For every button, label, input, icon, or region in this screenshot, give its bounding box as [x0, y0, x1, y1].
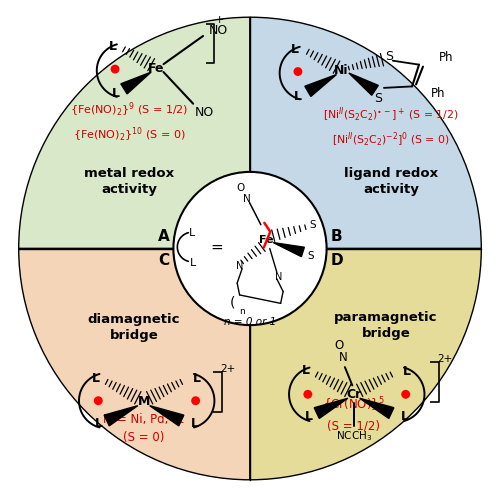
- Text: Ph: Ph: [439, 51, 454, 64]
- Text: S: S: [374, 92, 382, 105]
- Text: N: N: [276, 272, 283, 282]
- Wedge shape: [18, 17, 250, 248]
- Text: D: D: [330, 253, 343, 268]
- Polygon shape: [150, 406, 184, 426]
- Text: C: C: [158, 253, 169, 268]
- Text: A: A: [158, 229, 170, 244]
- Text: Fe: Fe: [258, 235, 273, 245]
- Text: S: S: [385, 50, 393, 63]
- Text: (: (: [230, 296, 235, 310]
- Text: =: =: [210, 240, 223, 254]
- Text: NCCH$_3$: NCCH$_3$: [336, 429, 372, 443]
- Circle shape: [294, 67, 302, 76]
- Text: NO: NO: [208, 23, 228, 37]
- Polygon shape: [121, 72, 151, 94]
- Text: NO: NO: [194, 106, 214, 119]
- Polygon shape: [273, 243, 304, 256]
- Circle shape: [185, 244, 192, 250]
- Text: L: L: [190, 258, 196, 268]
- Text: ligand redox
activity: ligand redox activity: [344, 167, 438, 196]
- Wedge shape: [18, 248, 250, 480]
- Text: {Fe(NO)$_2$}$^9$ (S = 1/2)
{Fe(NO)$_2$}$^{10}$ (S = 0): {Fe(NO)$_2$}$^9$ (S = 1/2) {Fe(NO)$_2$}$…: [70, 101, 188, 144]
- Text: L: L: [112, 87, 120, 100]
- Text: paramagnetic
bridge: paramagnetic bridge: [334, 311, 438, 339]
- Circle shape: [304, 390, 312, 399]
- Text: 2+: 2+: [438, 354, 453, 364]
- Text: Ni: Ni: [334, 64, 348, 77]
- Text: L: L: [403, 365, 411, 378]
- Text: [Ni$^{II}$(S$_2$C$_2$)$^{\bullet -}$]$^+$ (S = 1/2)
[Ni$^{II}$(S$_2$C$_2$)$^{-2}: [Ni$^{II}$(S$_2$C$_2$)$^{\bullet -}$]$^+…: [323, 106, 458, 149]
- Text: L: L: [291, 43, 299, 56]
- Polygon shape: [314, 398, 348, 418]
- Text: L: L: [188, 228, 195, 238]
- Text: L: L: [294, 90, 302, 103]
- Text: L: L: [193, 372, 201, 385]
- Text: L: L: [306, 410, 314, 423]
- Text: {Cr(NO)}$^5$
(S = 1/2): {Cr(NO)}$^5$ (S = 1/2): [323, 396, 384, 432]
- Wedge shape: [250, 17, 482, 248]
- Text: M = Ni, Pd, Pt
(S = 0): M = Ni, Pd, Pt (S = 0): [104, 414, 184, 444]
- Text: B: B: [330, 229, 342, 244]
- Wedge shape: [250, 248, 482, 480]
- Text: O: O: [236, 183, 244, 193]
- Polygon shape: [360, 398, 394, 418]
- Text: O: O: [334, 339, 344, 352]
- Text: N: N: [243, 194, 251, 204]
- Text: S: S: [307, 251, 314, 261]
- Text: Fe: Fe: [148, 62, 164, 75]
- Text: metal redox
activity: metal redox activity: [84, 167, 174, 196]
- Text: Cr: Cr: [346, 388, 362, 401]
- Circle shape: [174, 172, 326, 325]
- Polygon shape: [305, 75, 336, 96]
- Text: L: L: [92, 372, 100, 385]
- Text: n: n: [239, 307, 245, 316]
- Polygon shape: [104, 406, 138, 426]
- Text: N: N: [236, 261, 244, 271]
- Text: L: L: [96, 417, 104, 430]
- Text: Ph: Ph: [431, 87, 446, 100]
- Text: diamagnetic
bridge: diamagnetic bridge: [88, 313, 180, 342]
- Text: N: N: [338, 351, 347, 364]
- Polygon shape: [349, 73, 378, 95]
- Text: +: +: [214, 15, 224, 25]
- Circle shape: [94, 396, 102, 405]
- Text: L: L: [190, 417, 198, 430]
- Circle shape: [110, 65, 120, 74]
- Text: 2+: 2+: [220, 364, 236, 374]
- Text: L: L: [108, 40, 116, 53]
- Text: L: L: [302, 364, 310, 377]
- Circle shape: [191, 396, 200, 405]
- Text: L: L: [400, 410, 408, 423]
- Text: n = 0 or 1: n = 0 or 1: [224, 317, 276, 327]
- Circle shape: [401, 390, 410, 399]
- Text: M: M: [138, 395, 150, 408]
- Text: S: S: [310, 220, 316, 230]
